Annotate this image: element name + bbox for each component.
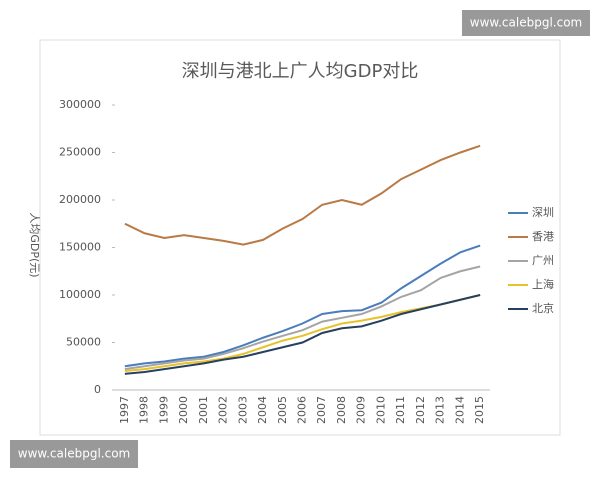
legend-label: 上海 xyxy=(532,277,554,291)
watermark-box xyxy=(10,440,138,468)
x-tick-label: 2015 xyxy=(473,396,486,424)
x-tick-label: 1998 xyxy=(138,396,151,424)
x-tick-label: 2005 xyxy=(276,396,289,424)
x-tick-label: 2014 xyxy=(453,396,466,424)
series-line xyxy=(124,144,481,246)
watermark: www.calebpgl.com xyxy=(18,447,130,461)
y-tick-label: 150000 xyxy=(59,241,101,254)
y-tick-label: 300000 xyxy=(59,98,101,111)
legend-label: 广州 xyxy=(532,254,554,267)
x-tick-label: 2007 xyxy=(315,396,328,424)
y-tick-label: 100000 xyxy=(59,288,101,301)
series-line xyxy=(124,265,481,371)
x-tick-label: 2002 xyxy=(217,396,230,424)
chart-panel xyxy=(39,39,561,436)
watermark: www.calebpgl.com xyxy=(470,16,582,30)
x-tick-label: 2008 xyxy=(335,396,348,424)
x-tick-label: 1997 xyxy=(118,396,131,424)
chart-title: 深圳与港北上广人均GDP对比 xyxy=(182,61,419,82)
x-tick-label: 2010 xyxy=(374,396,387,424)
series-line xyxy=(124,244,481,368)
y-tick-label: 250000 xyxy=(59,146,101,159)
x-tick-label: 1999 xyxy=(157,396,170,424)
watermark-box xyxy=(462,10,590,36)
x-tick-label: 2013 xyxy=(434,396,447,424)
x-tick-label: 2009 xyxy=(355,396,368,424)
y-axis-label: 人均GDP(元) xyxy=(28,212,41,277)
legend-label: 香港 xyxy=(532,230,554,243)
y-tick-label: 200000 xyxy=(59,193,101,206)
legend-label: 深圳 xyxy=(532,206,554,219)
x-tick-label: 2004 xyxy=(256,396,269,424)
y-tick-label: 0 xyxy=(94,383,101,396)
x-tick-label: 2012 xyxy=(414,396,427,424)
x-tick-label: 2003 xyxy=(236,396,249,424)
series-line xyxy=(124,294,481,375)
y-tick-label: 50000 xyxy=(66,336,101,349)
x-tick-label: 2006 xyxy=(296,396,309,424)
x-tick-label: 2001 xyxy=(197,396,210,424)
legend-label: 北京 xyxy=(532,301,554,315)
x-tick-label: 2011 xyxy=(394,396,407,424)
x-tick-label: 2000 xyxy=(177,396,190,424)
